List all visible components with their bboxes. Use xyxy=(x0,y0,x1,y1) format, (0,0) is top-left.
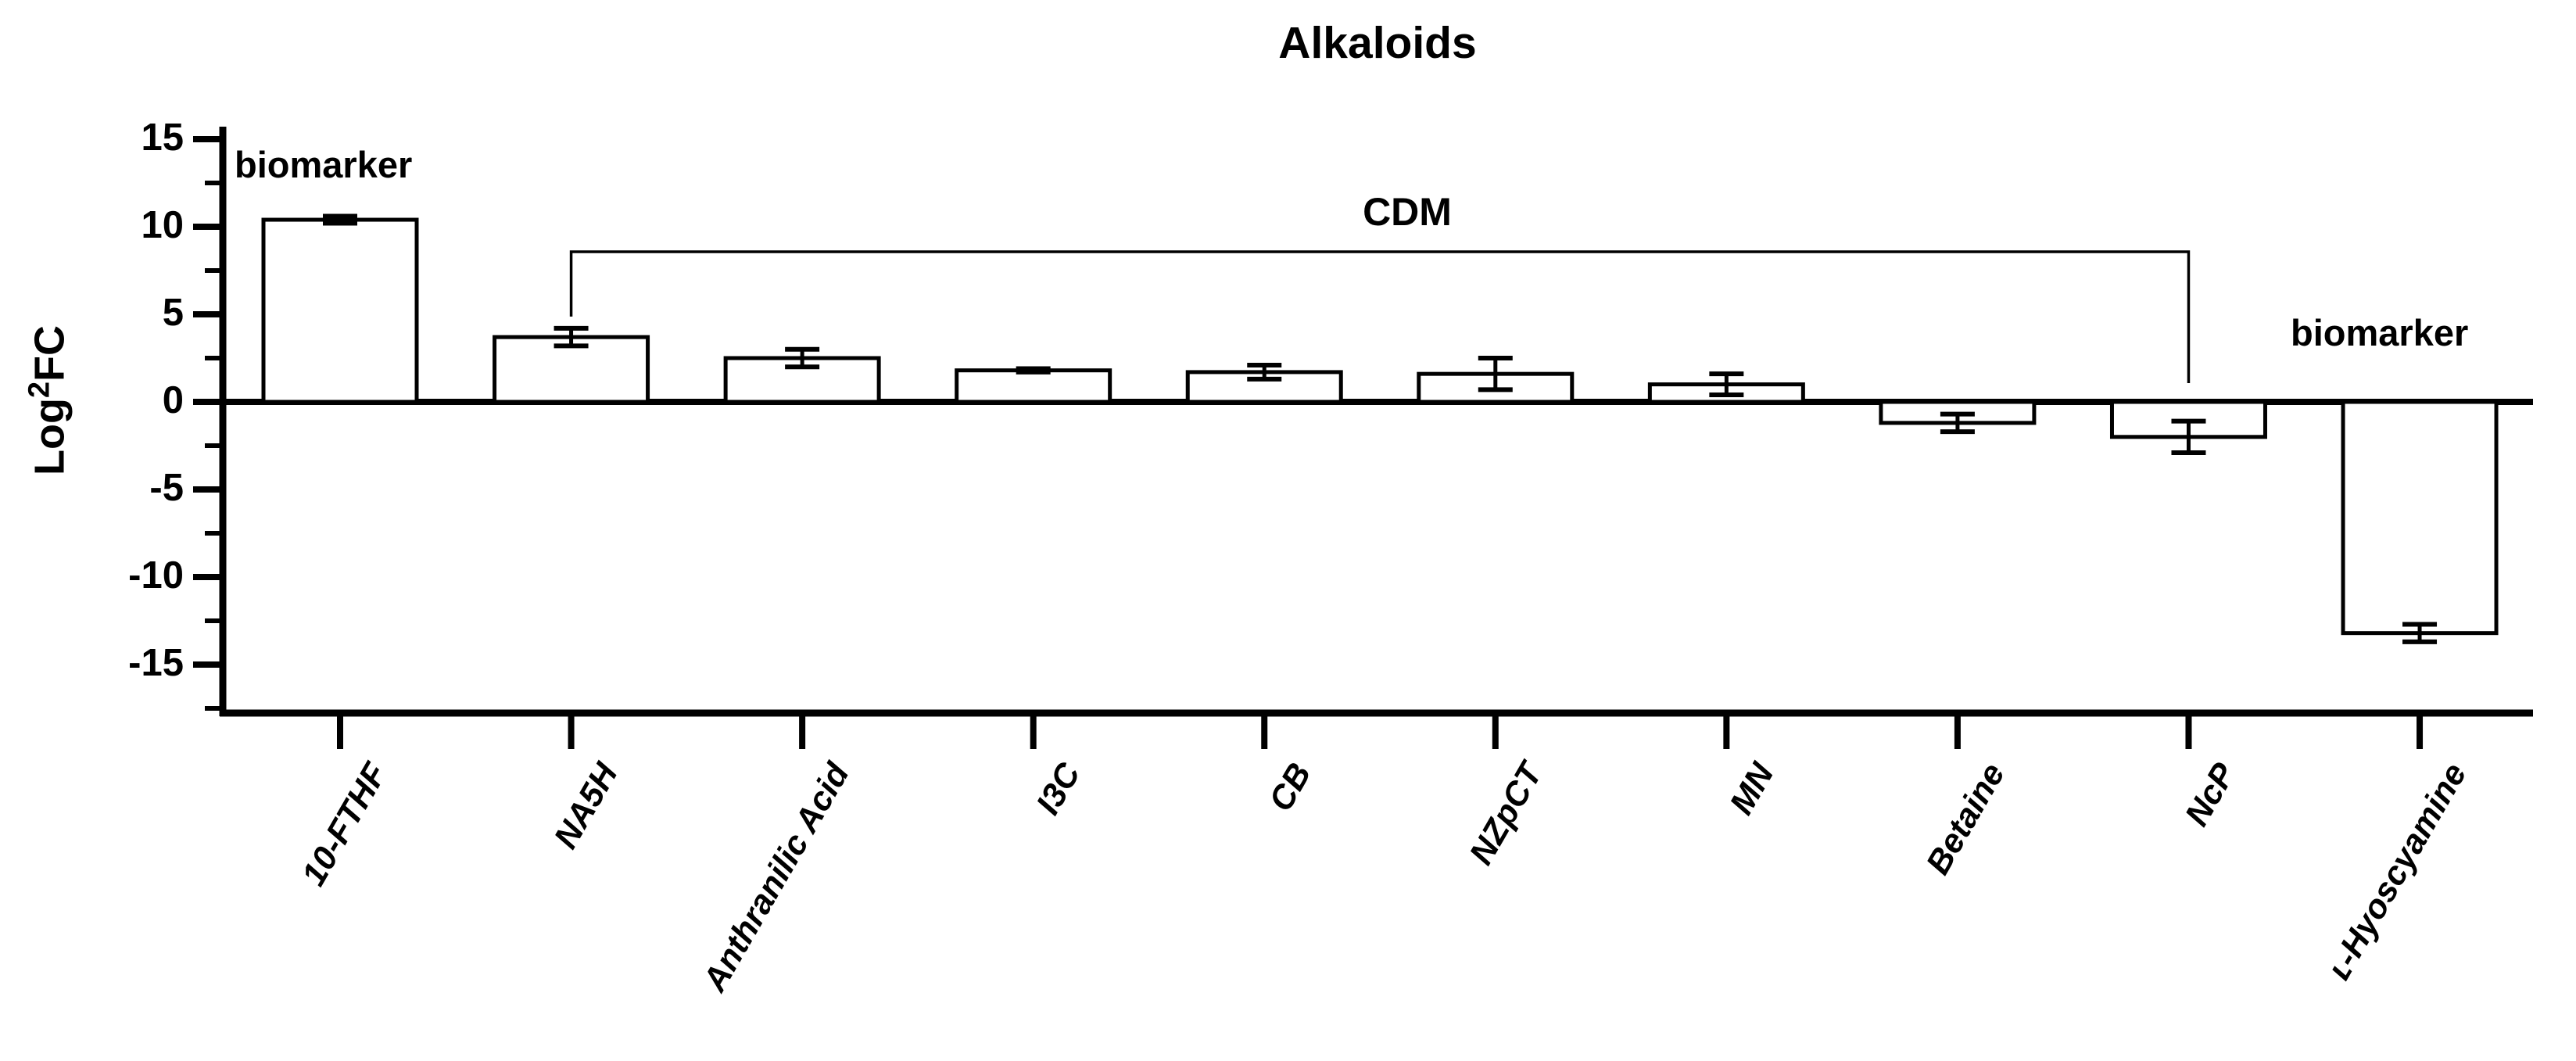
bar xyxy=(2341,400,2499,636)
y-tick-label: 15 xyxy=(141,116,184,159)
cdm-annotation: CDM xyxy=(1363,190,1452,234)
bar xyxy=(261,217,419,404)
bar xyxy=(723,356,881,404)
chart-title: Alkaloids xyxy=(1278,18,1477,68)
y-tick-label: 5 xyxy=(162,292,184,334)
bar xyxy=(955,368,1112,404)
biomarker-annotation-left: biomarker xyxy=(235,144,413,185)
y-tick-label: 0 xyxy=(162,379,184,421)
cdm-bracket xyxy=(569,250,2191,383)
y-tick-label: 10 xyxy=(141,204,184,246)
y-tick-label: -15 xyxy=(128,642,184,684)
y-tick-label: -5 xyxy=(149,467,184,509)
y-tick-label: -10 xyxy=(128,554,184,597)
biomarker-annotation-right: biomarker xyxy=(2291,312,2469,353)
